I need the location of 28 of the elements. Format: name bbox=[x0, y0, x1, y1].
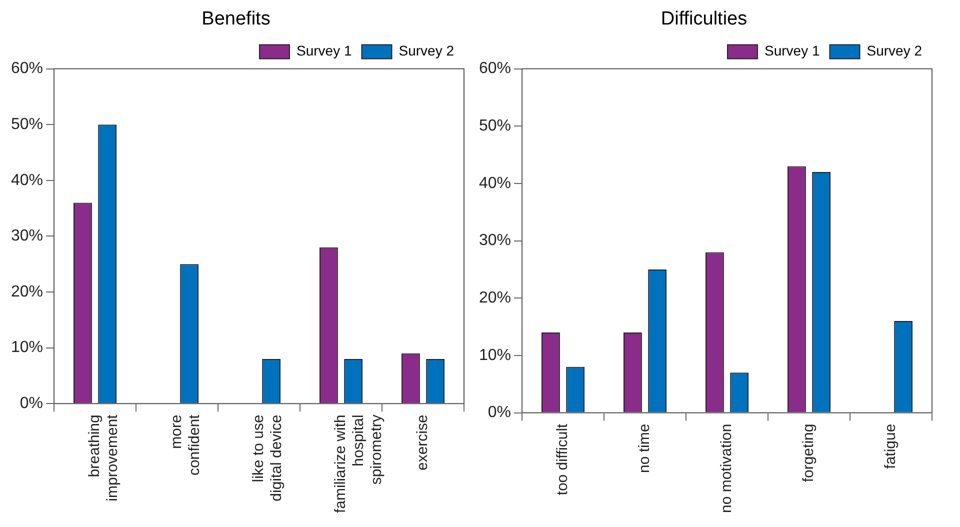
x-tick-label: forgeting bbox=[800, 424, 818, 482]
x-tick-label: exercise bbox=[414, 414, 432, 470]
y-tick-label: 50% bbox=[10, 116, 44, 134]
y-tick-label: 60% bbox=[478, 60, 512, 78]
y-tick-label: 10% bbox=[10, 339, 44, 356]
y-tick-label: 0% bbox=[20, 395, 44, 412]
x-tick-label: more confident bbox=[168, 414, 204, 476]
legend-label: Survey 1 bbox=[764, 42, 820, 59]
y-tick-label: 30% bbox=[478, 232, 512, 250]
chart-title: Benefits bbox=[202, 8, 270, 30]
chart-title: Difficulties bbox=[660, 8, 748, 30]
y-tick-label: 20% bbox=[10, 283, 44, 300]
legend-label: Survey 2 bbox=[866, 42, 922, 59]
x-tick-label: fatigue bbox=[882, 424, 900, 469]
legend-label: Survey 1 bbox=[296, 42, 352, 59]
x-tick-label: breathing improvement bbox=[86, 414, 122, 502]
y-tick-label: 40% bbox=[10, 172, 44, 189]
y-tick-label: 40% bbox=[478, 174, 512, 192]
legend-label: Survey 2 bbox=[398, 42, 454, 59]
y-tick-label: 20% bbox=[478, 290, 512, 307]
y-tick-label: 30% bbox=[10, 228, 44, 245]
x-tick-label: no motivation bbox=[718, 424, 736, 513]
y-tick-label: 60% bbox=[10, 60, 44, 78]
y-tick-label: 10% bbox=[478, 346, 512, 364]
y-tick-label: 0% bbox=[488, 404, 512, 422]
x-tick-label: no time bbox=[636, 424, 654, 473]
y-tick-label: 50% bbox=[478, 118, 512, 135]
x-tick-label: too difficult bbox=[554, 422, 572, 496]
